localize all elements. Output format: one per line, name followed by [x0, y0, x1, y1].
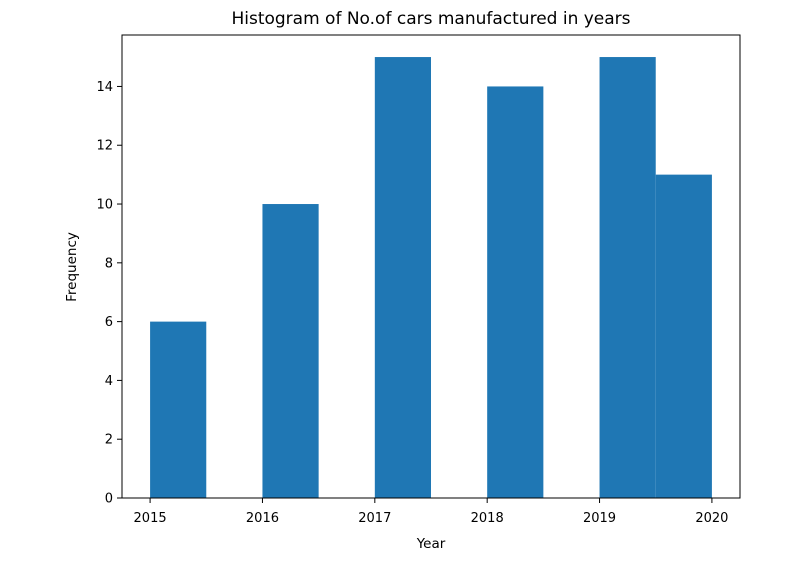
y-tick-label: 10: [96, 198, 113, 213]
plot-frame: [121, 34, 741, 499]
y-tick-label: 8: [105, 256, 113, 271]
bars-group: [150, 57, 712, 499]
x-tick-label: 2016: [246, 511, 279, 526]
histogram-bar-2: [262, 204, 319, 499]
y-tick-label: 0: [105, 492, 113, 507]
y-axis-label: Frequency: [64, 232, 80, 302]
y-tick-label: 4: [105, 374, 113, 389]
y-tick-label: 12: [96, 139, 113, 154]
y-tick-label: 2: [105, 433, 113, 448]
y-tick-label: 14: [96, 80, 113, 95]
x-axis: 2015 2016 2017 2018 2019 2020: [134, 498, 728, 526]
x-axis-label: Year: [416, 536, 446, 552]
histogram-bar-4: [374, 57, 431, 499]
y-tick-label: 6: [105, 315, 113, 330]
x-tick-label: 2020: [695, 511, 728, 526]
x-tick-label: 2015: [134, 511, 167, 526]
histogram-bar-0: [150, 321, 207, 498]
x-tick-label: 2018: [471, 511, 504, 526]
y-axis: 0 2 4 6 8 10 12 14: [96, 80, 122, 507]
histogram-bar-8: [599, 57, 656, 499]
x-tick-label: 2019: [583, 511, 616, 526]
histogram-bar-6: [487, 86, 544, 498]
chart-title: Histogram of No.of cars manufactured in …: [231, 9, 630, 29]
x-tick-label: 2017: [358, 511, 391, 526]
histogram-bar-9: [655, 174, 712, 498]
